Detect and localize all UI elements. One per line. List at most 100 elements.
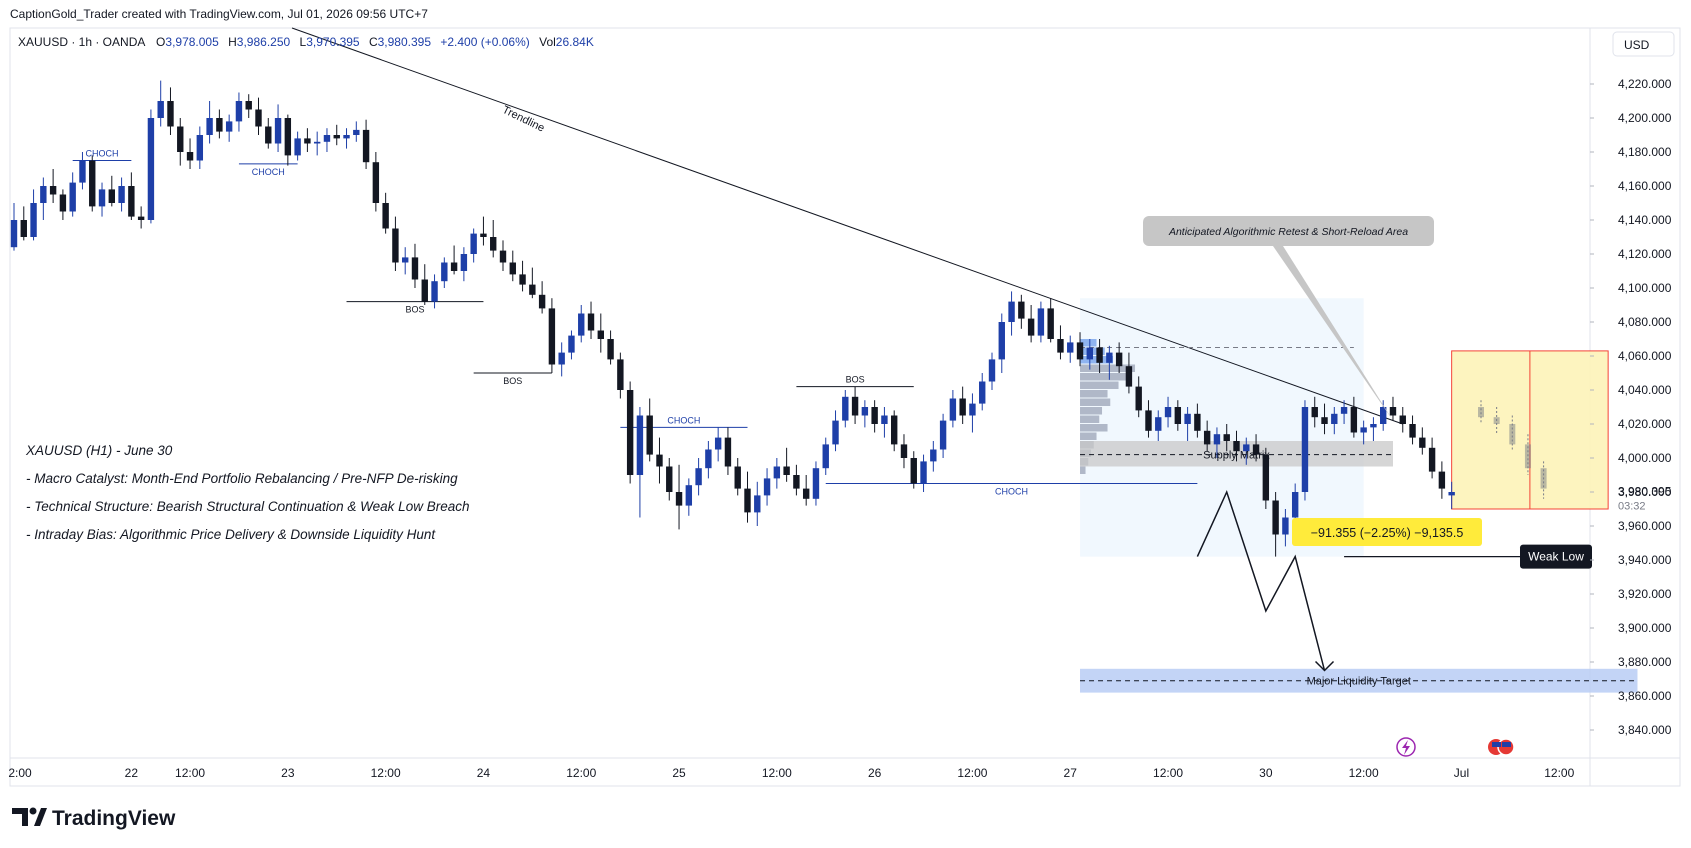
- candle-body: [1086, 347, 1093, 360]
- candle-body: [128, 186, 135, 217]
- y-axis-label: 3,920.000: [1618, 587, 1672, 601]
- candle-body: [1018, 301, 1025, 319]
- candle-body: [636, 415, 644, 475]
- range-highlight-zone: [1080, 298, 1364, 557]
- candle-body: [382, 203, 389, 229]
- candle-body: [1125, 366, 1133, 387]
- candle-body: [284, 118, 292, 156]
- choch-label: CHOCH: [86, 149, 119, 159]
- volume-profile-bar: [1080, 407, 1103, 415]
- candle-body: [69, 182, 76, 212]
- notes-line: - Macro Catalyst: Month-End Portfolio Re…: [26, 471, 458, 486]
- x-axis-label: 12:00: [1349, 766, 1379, 780]
- candle-body: [392, 228, 399, 263]
- candle-body: [1203, 430, 1211, 445]
- candle-body: [773, 466, 781, 479]
- candle-body: [1164, 407, 1172, 418]
- candle-body: [79, 160, 86, 183]
- candle-body: [685, 485, 693, 506]
- candle-body: [1399, 415, 1406, 424]
- callout-pointer: [1273, 246, 1393, 421]
- candle-body: [59, 194, 67, 212]
- candle-body: [529, 284, 536, 295]
- candle-body: [1145, 410, 1152, 431]
- candle-body: [294, 138, 301, 156]
- volume-profile-bar: [1080, 381, 1119, 389]
- candle-body: [783, 466, 790, 475]
- projected-candle-body: [1524, 444, 1531, 469]
- notes-line: - Intraday Bias: Algorithmic Price Deliv…: [26, 527, 436, 542]
- x-axis-label: 22: [125, 766, 139, 780]
- candle-body: [274, 118, 282, 144]
- candle-body: [763, 478, 771, 496]
- candle-body: [470, 233, 477, 254]
- candle-body: [1057, 339, 1064, 353]
- candle-body: [832, 420, 839, 445]
- y-axis-label: 4,120.000: [1618, 247, 1672, 261]
- x-axis-label: 12:00: [371, 766, 401, 780]
- volume-profile-bar: [1080, 339, 1097, 347]
- candle-body: [1282, 517, 1289, 535]
- choch-label: CHOCH: [995, 487, 1028, 497]
- lightning-event-icon[interactable]: [1396, 737, 1416, 757]
- y-axis-label: 3,880.000: [1618, 655, 1672, 669]
- x-axis-label: 12:00: [762, 766, 792, 780]
- candle-body: [1350, 407, 1358, 433]
- candle-body: [1331, 413, 1338, 424]
- candle-body: [1419, 437, 1426, 448]
- candle-body: [1311, 407, 1318, 418]
- symbol-label: XAUUSD · 1h · OANDA: [18, 35, 145, 49]
- candle-body: [861, 407, 869, 416]
- y-axis-label: 4,020.000: [1618, 417, 1672, 431]
- x-axis-label: 30: [1259, 766, 1273, 780]
- measure-label: −91.355 (−2.25%) −9,135.5: [1311, 526, 1464, 540]
- candle-body: [509, 262, 516, 275]
- candle-body: [441, 262, 448, 282]
- candle-body: [871, 407, 878, 424]
- candle-body: [578, 313, 585, 336]
- candle-body: [265, 126, 272, 144]
- candle-body: [959, 398, 966, 416]
- candle-body: [177, 126, 184, 152]
- callout-box[interactable]: [1143, 216, 1434, 246]
- x-axis-label: 24: [477, 766, 491, 780]
- candle-body: [1076, 342, 1084, 360]
- y-axis-label: 3,960.000: [1618, 519, 1672, 533]
- supply-matrix-label: Supply Matrix: [1203, 450, 1270, 462]
- candle-body: [1135, 386, 1142, 411]
- candle-body: [969, 403, 976, 416]
- candle-body: [998, 322, 1005, 360]
- candle-body: [353, 129, 360, 135]
- candle-body: [196, 135, 204, 161]
- x-axis-label: 23: [281, 766, 295, 780]
- candle-body: [1262, 454, 1270, 501]
- x-axis-label: 26: [868, 766, 882, 780]
- candle-body: [822, 444, 829, 469]
- y-axis-label: 4,100.000: [1618, 281, 1672, 295]
- candle-body: [108, 189, 115, 203]
- us-flag-event-icon[interactable]: [1488, 738, 1515, 756]
- candle-body: [734, 466, 741, 489]
- candle-body: [842, 396, 849, 421]
- trendline[interactable]: [291, 27, 1403, 425]
- volume-profile-bar: [1080, 424, 1108, 432]
- x-axis-label: 25: [672, 766, 686, 780]
- weak-low-tag[interactable]: [1520, 544, 1592, 569]
- volume-profile-bar: [1080, 364, 1136, 372]
- x-axis-label: 12:00: [957, 766, 987, 780]
- candle-body: [1194, 413, 1201, 431]
- candle-body: [1360, 427, 1367, 433]
- y-axis-label: 4,000.000: [1618, 451, 1672, 465]
- liquidity-target-zone[interactable]: [1080, 668, 1638, 693]
- currency-button[interactable]: USD: [1612, 31, 1675, 57]
- tradingview-logo[interactable]: TradingView: [12, 807, 176, 830]
- candle-body: [930, 449, 937, 462]
- candle-body: [167, 101, 174, 127]
- candle-body: [597, 330, 604, 339]
- candle-body: [1291, 492, 1299, 518]
- volume-profile-bar: [1080, 415, 1100, 423]
- candle-body: [480, 233, 487, 237]
- y-axis-label: 4,200.000: [1618, 111, 1672, 125]
- x-axis-label: 27: [1064, 766, 1078, 780]
